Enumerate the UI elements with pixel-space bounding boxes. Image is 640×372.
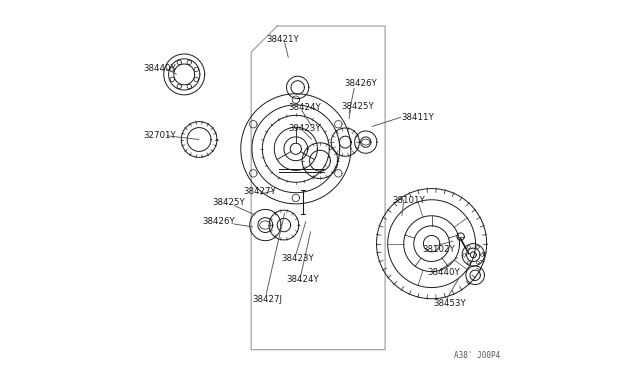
Text: 39423Y: 39423Y xyxy=(289,124,321,133)
Text: 38421Y: 38421Y xyxy=(266,35,299,44)
Text: 38440Y: 38440Y xyxy=(143,64,176,73)
Text: 38453Y: 38453Y xyxy=(433,299,466,308)
Text: 38424Y: 38424Y xyxy=(287,275,319,284)
Text: 38424Y: 38424Y xyxy=(289,103,321,112)
Text: 38427Y: 38427Y xyxy=(244,187,276,196)
Text: 38427J: 38427J xyxy=(252,295,282,304)
Text: 38423Y: 38423Y xyxy=(281,254,314,263)
Text: A38' J00P4: A38' J00P4 xyxy=(454,351,500,360)
Text: 38440Y: 38440Y xyxy=(428,268,461,277)
Text: 32701Y: 32701Y xyxy=(143,131,176,140)
Text: 38102Y: 38102Y xyxy=(422,245,455,254)
Text: 38425Y: 38425Y xyxy=(212,198,245,207)
Text: 38426Y: 38426Y xyxy=(203,217,236,226)
Text: 38426Y: 38426Y xyxy=(344,79,377,88)
Text: 38425Y: 38425Y xyxy=(342,102,374,110)
Text: 38101Y: 38101Y xyxy=(392,196,426,205)
Text: 38411Y: 38411Y xyxy=(402,113,435,122)
